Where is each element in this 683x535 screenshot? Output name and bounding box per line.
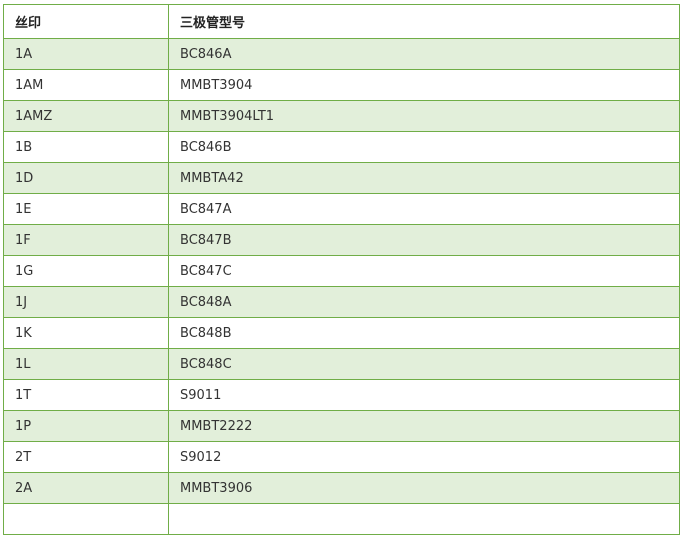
model-cell: S9012 <box>168 441 680 473</box>
model-cell: BC847B <box>168 224 680 256</box>
marking-cell: 1J <box>3 286 169 318</box>
table-row: 1J BC848A <box>3 286 680 318</box>
header-row: 丝印 三极管型号 <box>3 4 680 39</box>
model-cell <box>168 503 680 535</box>
marking-cell <box>3 503 169 535</box>
table-row: 1T S9011 <box>3 379 680 411</box>
model-cell: MMBT3904 <box>168 69 680 101</box>
table-row: 1G BC847C <box>3 255 680 287</box>
marking-cell: 1A <box>3 38 169 70</box>
model-cell: BC847C <box>168 255 680 287</box>
table-row: 1K BC848B <box>3 317 680 349</box>
marking-cell: 1AM <box>3 69 169 101</box>
marking-cell: 1E <box>3 193 169 225</box>
marking-table: 丝印 三极管型号 1A BC846A 1AM MMBT3904 1AMZ MMBT3904… <box>3 4 680 535</box>
marking-cell: 1L <box>3 348 169 380</box>
marking-cell: 1D <box>3 162 169 194</box>
header-transistor-model: 三极管型号 <box>168 4 680 39</box>
model-cell: MMBT2222 <box>168 410 680 442</box>
table-row: 1L BC848C <box>3 348 680 380</box>
header-marking: 丝印 <box>3 4 169 39</box>
model-cell: MMBTA42 <box>168 162 680 194</box>
table-row: 1AM MMBT3904 <box>3 69 680 101</box>
model-cell: BC848A <box>168 286 680 318</box>
table-row: 1D MMBTA42 <box>3 162 680 194</box>
table-row: 1B BC846B <box>3 131 680 163</box>
table-row: 1E BC847A <box>3 193 680 225</box>
marking-cell: 1F <box>3 224 169 256</box>
table-row: 1P MMBT2222 <box>3 410 680 442</box>
table-row: 1A BC846A <box>3 38 680 70</box>
model-cell: MMBT3906 <box>168 472 680 504</box>
table-row: 2A MMBT3906 <box>3 472 680 504</box>
model-cell: BC848B <box>168 317 680 349</box>
table-row: 1F BC847B <box>3 224 680 256</box>
model-cell: BC846A <box>168 38 680 70</box>
model-cell: BC846B <box>168 131 680 163</box>
model-cell: BC847A <box>168 193 680 225</box>
marking-cell: 1P <box>3 410 169 442</box>
table-row <box>3 503 680 535</box>
marking-cell: 2A <box>3 472 169 504</box>
marking-cell: 1AMZ <box>3 100 169 132</box>
marking-cell: 1T <box>3 379 169 411</box>
marking-cell: 1K <box>3 317 169 349</box>
marking-cell: 1G <box>3 255 169 287</box>
model-cell: BC848C <box>168 348 680 380</box>
model-cell: S9011 <box>168 379 680 411</box>
marking-cell: 1B <box>3 131 169 163</box>
marking-cell: 2T <box>3 441 169 473</box>
table-row: 2T S9012 <box>3 441 680 473</box>
table-row: 1AMZ MMBT3904LT1 <box>3 100 680 132</box>
model-cell: MMBT3904LT1 <box>168 100 680 132</box>
